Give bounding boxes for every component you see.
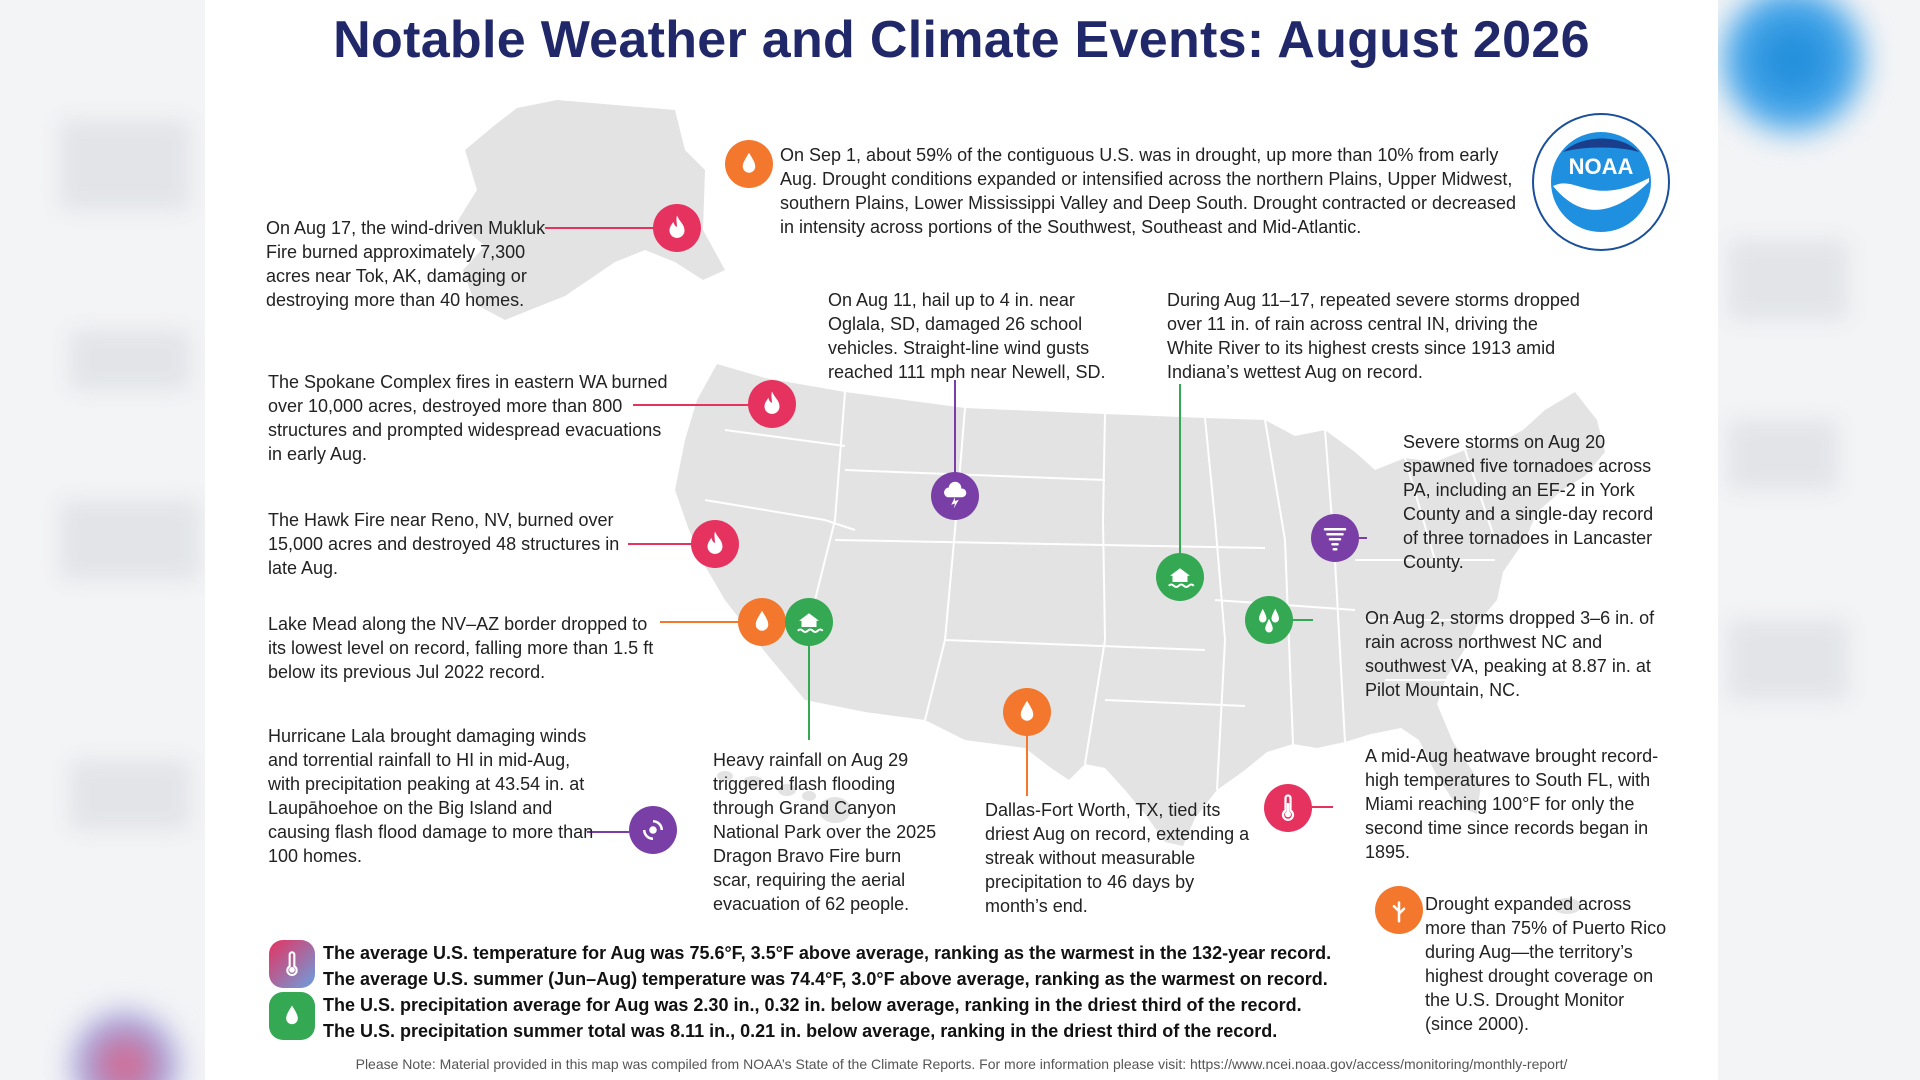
event-drought-us: On Sep 1, about 59% of the contiguous U.… xyxy=(780,145,1517,237)
noaa-logo-text: NOAA xyxy=(1569,154,1634,179)
event-fl-heat: A mid-Aug heatwave brought record-high t… xyxy=(1365,746,1659,862)
event-indiana-rain: During Aug 11–17, repeated severe storms… xyxy=(1167,290,1580,382)
thermometer-icon xyxy=(1264,784,1312,832)
noaa-logo: NOAA xyxy=(1532,113,1670,251)
drought-icon xyxy=(738,598,786,646)
fire-icon xyxy=(653,204,701,252)
event-mukluk-fire: On Aug 17, the wind-driven Mukluk Fire b… xyxy=(266,218,546,310)
left-background xyxy=(0,0,205,1080)
tornado-icon xyxy=(1311,514,1359,562)
fire-icon xyxy=(691,520,739,568)
infographic: Notable Weather and Climate Events: Augu… xyxy=(205,0,1718,1080)
national-summary: The average U.S. temperature for Aug was… xyxy=(259,940,1409,1044)
footnote: Please Note: Material provided in this m… xyxy=(355,1056,1568,1072)
contiguous-us-shape xyxy=(675,364,1605,846)
summary-temp-aug: The average U.S. temperature for Aug was… xyxy=(323,943,1332,963)
right-background xyxy=(1718,0,1920,1080)
event-nc-va-rain: On Aug 2, storms dropped 3–6 in. of rain… xyxy=(1365,608,1655,700)
thermometer-icon xyxy=(269,940,315,988)
alaska-shape xyxy=(457,100,725,320)
event-grand-canyon: Heavy rainfall on Aug 29 triggered flash… xyxy=(713,750,937,914)
flood-icon xyxy=(1156,553,1204,601)
fire-icon xyxy=(748,380,796,428)
us-map xyxy=(457,100,1605,914)
rain-icon xyxy=(1245,596,1293,644)
raindrop-icon xyxy=(269,992,315,1040)
drought-icon xyxy=(1003,688,1051,736)
event-spokane-fires: The Spokane Complex fires in eastern WA … xyxy=(268,372,668,464)
flood-icon xyxy=(785,598,833,646)
page-title: Notable Weather and Climate Events: Augu… xyxy=(333,11,1590,69)
summary-precip-aug: The U.S. precipitation average for Aug w… xyxy=(323,995,1302,1015)
event-lake-mead: Lake Mead along the NV–AZ border dropped… xyxy=(268,614,654,682)
summary-precip-summer: The U.S. precipitation summer total was … xyxy=(323,1021,1278,1041)
event-hawk-fire: The Hawk Fire near Reno, NV, burned over… xyxy=(268,510,620,578)
event-pr-drought: Drought expanded across more than 75% of… xyxy=(1425,894,1667,1034)
event-dfw-dry: Dallas-Fort Worth, TX, tied its driest A… xyxy=(985,800,1250,916)
puerto-rico-shape xyxy=(1553,898,1581,914)
thunderstorm-icon xyxy=(931,472,979,520)
drought-icon xyxy=(1375,886,1423,934)
drought-icon xyxy=(725,140,773,188)
event-hail-sd: On Aug 11, hail up to 4 in. near Oglala,… xyxy=(828,290,1106,382)
hurricane-icon xyxy=(629,806,677,854)
event-hurricane-lala: Hurricane Lala brought damaging winds an… xyxy=(268,726,594,866)
summary-temp-summer: The average U.S. summer (Jun–Aug) temper… xyxy=(323,969,1328,989)
event-pa-tornadoes: Severe storms on Aug 20 spawned five tor… xyxy=(1403,432,1654,572)
